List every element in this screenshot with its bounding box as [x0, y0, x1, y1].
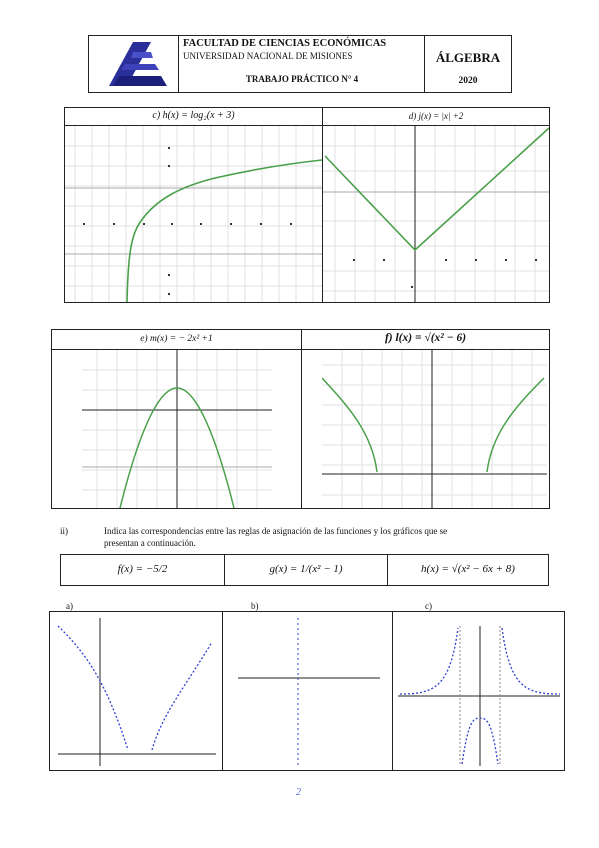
graph-a-sqrt — [57, 618, 216, 766]
graphs-table-bottom — [49, 611, 565, 771]
graph-c-label: c) h(x) = log₂(x + 3) — [152, 110, 235, 121]
graph-d-label: d) j(x) = |x| +2 — [408, 111, 464, 121]
divider — [387, 555, 388, 585]
function-g: g(x) = 1/(x² − 1) — [269, 563, 343, 575]
graph-b-const — [238, 618, 380, 766]
functions-table: f(x) = −5/2 g(x) = 1/(x² − 1) h(x) = √(x… — [60, 554, 549, 586]
graph-f-label: f) l(x) = √(x² − 6) — [384, 332, 467, 344]
graph-f-sqrt — [322, 350, 547, 508]
graphs-table-mid: e) m(x) = − 2x² +1 f) l(x) = √(x² − 6) — [51, 329, 550, 509]
graph-d-abs — [323, 126, 549, 302]
practical-title: TRABAJO PRÁCTICO N° 4 — [245, 74, 359, 84]
graph-e-parabola — [82, 350, 272, 508]
subject-cell: ÁLGEBRA 2020 — [425, 36, 511, 92]
function-f: f(x) = −5/2 — [117, 563, 168, 575]
year: 2020 — [458, 76, 478, 86]
graph-a-label: a) — [66, 601, 73, 611]
divider — [301, 330, 302, 508]
graph-c-rational — [398, 626, 561, 766]
divider — [222, 612, 223, 770]
divider — [65, 125, 549, 126]
graph-c2-label: c) — [425, 601, 432, 611]
divider — [52, 349, 549, 350]
faculty-logo — [109, 42, 167, 86]
faculty-name: FACULTAD DE CIENCIAS ECONÓMICAS — [183, 38, 387, 49]
subject-name: ÁLGEBRA — [435, 50, 501, 65]
divider — [224, 555, 225, 585]
document-header: FACULTAD DE CIENCIAS ECONÓMICAS UNIVERSI… — [88, 35, 512, 93]
divider — [392, 612, 393, 770]
item-number: ii) — [60, 526, 68, 536]
title-cell: FACULTAD DE CIENCIAS ECONÓMICAS UNIVERSI… — [179, 36, 425, 92]
page-number: 2 — [296, 787, 301, 798]
item-text-line1: Indica las correspondencias entre las re… — [104, 526, 448, 536]
item-text-line2: presentan a continuación. — [104, 538, 196, 548]
divider — [322, 108, 323, 302]
logo-cell — [89, 36, 179, 92]
university-name: UNIVERSIDAD NACIONAL DE MISIONES — [183, 51, 353, 61]
graph-b-label: b) — [251, 601, 259, 611]
graphs-table-top: c) h(x) = log₂(x + 3) d) j(x) = |x| +2 — [64, 107, 550, 303]
function-h: h(x) = √(x² − 6x + 8) — [421, 563, 515, 575]
graph-c-log — [65, 126, 322, 302]
graph-e-label: e) m(x) = − 2x² +1 — [140, 334, 213, 344]
